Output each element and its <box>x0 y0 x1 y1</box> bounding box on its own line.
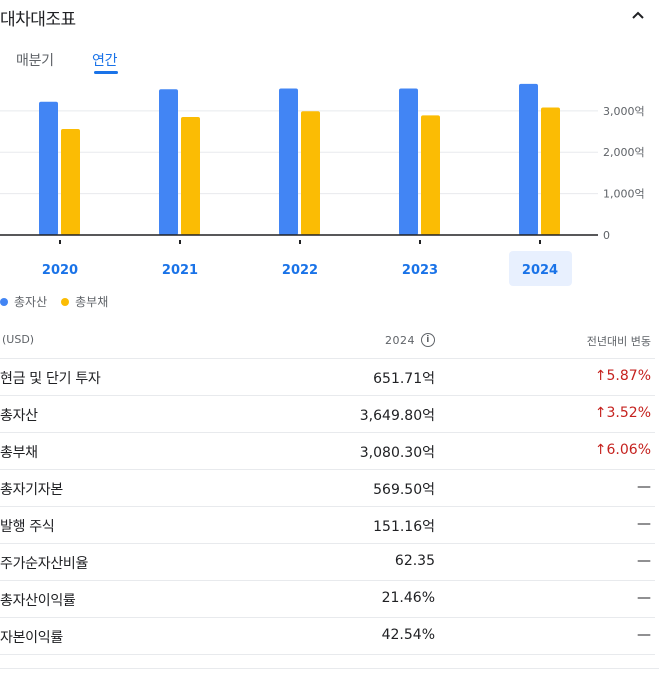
row-value: 62.35 <box>394 553 435 569</box>
row-change: — <box>637 590 651 606</box>
change-value: 3.52% <box>606 405 651 421</box>
bar-total-liabilities[interactable] <box>181 117 200 235</box>
balance-sheet-table: (USD) 2024 i 전년대비 변동 현금 및 단기 투자 651.71억 ↑5… <box>0 322 655 655</box>
bar-total-assets[interactable] <box>159 89 178 235</box>
selected-year-highlight <box>509 251 572 286</box>
info-icon[interactable]: i <box>421 333 435 347</box>
row-label: 총자기자본 <box>0 482 63 498</box>
row-change: — <box>637 627 651 643</box>
tab-annual[interactable]: 연간 <box>92 53 118 69</box>
bar-total-liabilities[interactable] <box>61 129 80 235</box>
row-value: 42.54% <box>381 627 435 643</box>
tab-active-indicator <box>94 71 118 74</box>
table-row: 자본이익률 42.54% — <box>0 618 655 655</box>
row-label: 총자산 <box>0 408 38 424</box>
chart-legend: 총자산 총부채 <box>0 293 108 310</box>
y-tick-label: 1,000억 <box>603 188 645 201</box>
arrow-up-icon: ↑ <box>594 442 607 458</box>
currency-label: (USD) <box>2 333 35 346</box>
bar-total-liabilities[interactable] <box>301 111 320 235</box>
x-tick-label[interactable]: 2022 <box>282 263 318 278</box>
x-tick-label[interactable]: 2020 <box>42 263 78 278</box>
change-value: 5.87% <box>606 368 651 384</box>
bar-total-assets[interactable] <box>399 88 418 235</box>
row-value: 151.16억 <box>373 519 435 535</box>
table-row: 총자산이익률 21.46% — <box>0 581 655 618</box>
row-change: ↑3.52% <box>595 405 651 421</box>
table-row: 총자산 3,649.80억 ↑3.52% <box>0 396 655 433</box>
y-tick-label: 0 <box>603 229 610 242</box>
row-label: 총부채 <box>0 445 38 461</box>
legend-dot-liabilities <box>61 297 70 306</box>
bar-total-liabilities[interactable] <box>421 115 440 235</box>
balance-sheet-chart: 3,000억 2,000억 1,000억 0 2020 2021 2022 2023 2024 <box>0 83 645 286</box>
section-divider <box>0 668 659 669</box>
legend-item-liabilities: 총부채 <box>61 293 108 310</box>
legend-label-liabilities: 총부채 <box>75 295 109 309</box>
bar-total-liabilities[interactable] <box>541 107 560 235</box>
bar-total-assets[interactable] <box>519 83 538 235</box>
row-label: 주가순자산비율 <box>0 556 89 572</box>
table-header: (USD) 2024 i 전년대비 변동 <box>0 322 655 359</box>
legend-label-assets: 총자산 <box>14 295 48 309</box>
x-tick-label[interactable]: 2023 <box>402 263 438 278</box>
row-change: ↑5.87% <box>595 368 651 384</box>
legend-item-assets: 총자산 <box>0 293 47 310</box>
row-label: 자본이익률 <box>0 630 63 646</box>
legend-dot-assets <box>0 297 8 306</box>
arrow-up-icon: ↑ <box>594 405 607 421</box>
row-value: 3,649.80억 <box>359 408 435 424</box>
bar-total-assets[interactable] <box>39 101 58 235</box>
row-label: 발행 주식 <box>0 519 55 535</box>
row-change: — <box>637 516 651 532</box>
table-row: 현금 및 단기 투자 651.71억 ↑5.87% <box>0 359 655 396</box>
section-title: 대차대조표 <box>0 10 76 30</box>
x-tick-label[interactable]: 2021 <box>162 263 198 278</box>
row-change: — <box>637 479 651 495</box>
row-label: 총자산이익률 <box>0 593 76 609</box>
table-row: 총자기자본 569.50억 — <box>0 470 655 507</box>
row-value: 569.50억 <box>373 482 435 498</box>
row-value: 21.46% <box>381 590 435 606</box>
table-row: 발행 주식 151.16억 — <box>0 507 655 544</box>
change-value: 6.06% <box>606 442 651 458</box>
y-tick-label: 3,000억 <box>603 105 645 118</box>
period-label: 2024 <box>385 333 415 347</box>
arrow-up-icon: ↑ <box>594 368 607 384</box>
row-change: ↑6.06% <box>595 442 651 458</box>
table-row: 총부채 3,080.30억 ↑6.06% <box>0 433 655 470</box>
row-value: 3,080.30억 <box>359 445 435 461</box>
tab-quarterly[interactable]: 매분기 <box>16 53 54 69</box>
change-header: 전년대비 변동 <box>586 335 651 348</box>
x-tick-label[interactable]: 2024 <box>522 263 558 278</box>
chevron-up-icon[interactable] <box>631 8 645 22</box>
row-label: 현금 및 단기 투자 <box>0 371 101 387</box>
bar-total-assets[interactable] <box>279 88 298 235</box>
row-value: 651.71억 <box>373 371 435 387</box>
y-tick-label: 2,000억 <box>603 146 645 159</box>
period-header: 2024 i <box>385 333 435 347</box>
section-header: 대차대조표 <box>0 0 659 36</box>
table-row: 주가순자산비율 62.35 — <box>0 544 655 581</box>
row-change: — <box>637 553 651 569</box>
